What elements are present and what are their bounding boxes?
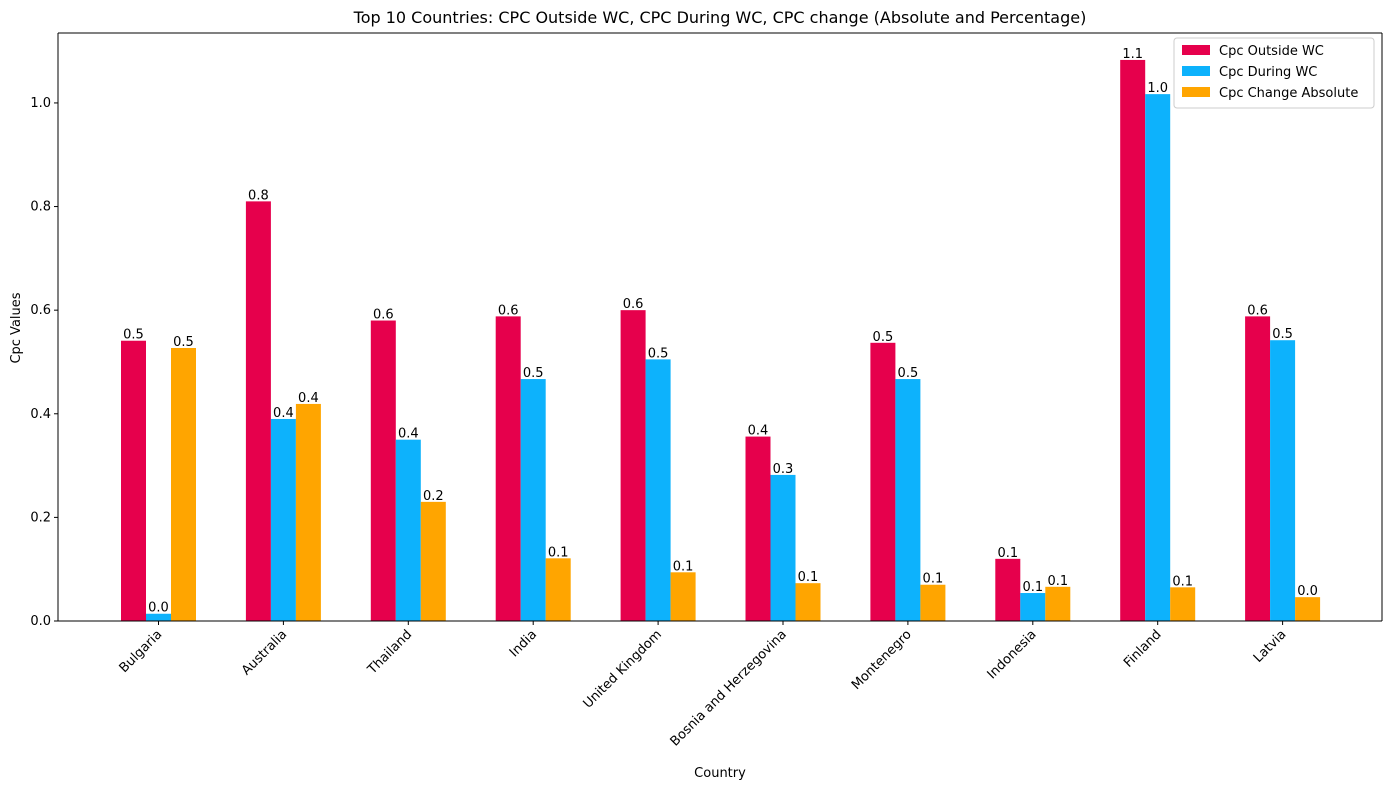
y-tick-label: 0.6	[30, 303, 51, 318]
x-tick-label: Indonesia	[985, 627, 1040, 682]
y-tick-label: 0.8	[30, 200, 51, 215]
bar-value-label: 0.5	[1272, 327, 1293, 342]
x-tick-label: Bulgaria	[117, 627, 166, 676]
y-tick-label: 1.0	[30, 96, 51, 111]
x-axis-title: Country	[694, 766, 746, 781]
y-tick-label: 0.4	[30, 407, 51, 422]
x-tick-label: Finland	[1121, 627, 1164, 670]
bar	[770, 474, 796, 621]
legend-swatch	[1182, 87, 1210, 97]
bar	[171, 347, 196, 621]
x-tick-label: Thailand	[364, 627, 415, 678]
bar	[920, 584, 946, 621]
bar	[1120, 59, 1146, 621]
bar-value-label: 0.0	[1297, 584, 1318, 599]
bar-value-label: 0.6	[1247, 303, 1268, 318]
bar-value-label: 1.0	[1147, 81, 1168, 96]
bar	[870, 342, 896, 621]
chart-title: Top 10 Countries: CPC Outside WC, CPC Du…	[353, 8, 1087, 27]
bar-value-label: 0.5	[173, 335, 194, 350]
bar	[1295, 597, 1321, 621]
bar	[745, 436, 771, 621]
x-tick-label: United Kingdom	[581, 627, 665, 711]
bar	[495, 316, 521, 621]
y-tick-label: 0.0	[30, 614, 51, 629]
bar-value-label: 0.4	[298, 391, 319, 406]
bar	[295, 403, 321, 621]
legend-label: Cpc Outside WC	[1219, 44, 1324, 59]
x-tick-label: Bosnia and Herzegovina	[668, 627, 790, 749]
x-tick-label: Latvia	[1251, 627, 1290, 666]
legend-label: Cpc During WC	[1219, 65, 1317, 80]
bar-value-label: 0.1	[798, 570, 819, 585]
bar-value-label: 0.4	[398, 427, 419, 442]
x-tick-label: Montenegro	[849, 627, 915, 693]
bar	[395, 439, 421, 621]
bar	[995, 558, 1021, 621]
bar-value-label: 0.5	[523, 366, 544, 381]
bar	[420, 501, 446, 621]
bar	[1045, 586, 1071, 621]
bar-value-label: 0.3	[773, 462, 794, 477]
y-tick-label: 0.2	[30, 510, 51, 525]
bar	[1245, 316, 1271, 621]
bar-value-label: 0.5	[648, 346, 669, 361]
bar	[1145, 94, 1171, 621]
bar-value-label: 0.1	[1172, 574, 1193, 589]
bar-value-label: 0.1	[673, 559, 694, 574]
bar-value-label: 0.4	[273, 406, 294, 421]
bar	[370, 320, 396, 621]
bar	[1270, 340, 1296, 621]
bar	[121, 340, 146, 621]
bar-value-label: 0.5	[873, 330, 894, 345]
bar-value-label: 0.1	[997, 546, 1018, 561]
bar	[1020, 593, 1046, 621]
bar-value-label: 0.5	[123, 328, 144, 343]
x-tick-label: India	[507, 627, 540, 660]
bar	[545, 558, 571, 621]
x-tick-label: Australia	[239, 627, 290, 678]
bar	[620, 310, 646, 621]
bar-value-label: 0.1	[548, 545, 569, 560]
bar	[270, 418, 296, 621]
plot-area: 0.5 0.8 0.6 0.6 0.6 0.4 0.5 0.1 1.1 0.6 0.0 0.4 0.4 0…	[30, 32, 1383, 749]
bar-value-label: 0.5	[898, 366, 919, 381]
bar-value-label: 0.6	[498, 303, 519, 318]
bar	[795, 583, 821, 621]
bar	[520, 379, 546, 621]
bar-value-label: 0.1	[1022, 580, 1043, 595]
bar	[1170, 587, 1196, 621]
bar-value-label: 0.6	[623, 297, 644, 312]
bar	[895, 379, 921, 621]
legend-box	[1173, 37, 1375, 109]
y-axis-title: Cpc Values	[9, 292, 24, 363]
bar-value-label: 0.6	[373, 308, 394, 323]
bar-value-label: 0.8	[248, 188, 269, 203]
legend-label: Cpc Change Absolute	[1219, 86, 1358, 101]
legend-swatch	[1182, 66, 1210, 76]
bar	[670, 572, 696, 621]
legend: Cpc Outside WC Cpc During WC Cpc Change Ab…	[1173, 37, 1375, 109]
bar	[245, 201, 271, 621]
bar-value-label: 0.1	[923, 572, 944, 587]
bar-value-label: 0.0	[148, 601, 169, 616]
legend-swatch	[1182, 45, 1210, 55]
bar-value-label: 0.4	[748, 424, 769, 439]
bar-value-label: 1.1	[1122, 47, 1143, 62]
bar	[645, 359, 671, 621]
bar-value-label: 0.2	[423, 489, 444, 504]
bar-value-label: 0.1	[1047, 574, 1068, 589]
bar	[146, 613, 171, 621]
